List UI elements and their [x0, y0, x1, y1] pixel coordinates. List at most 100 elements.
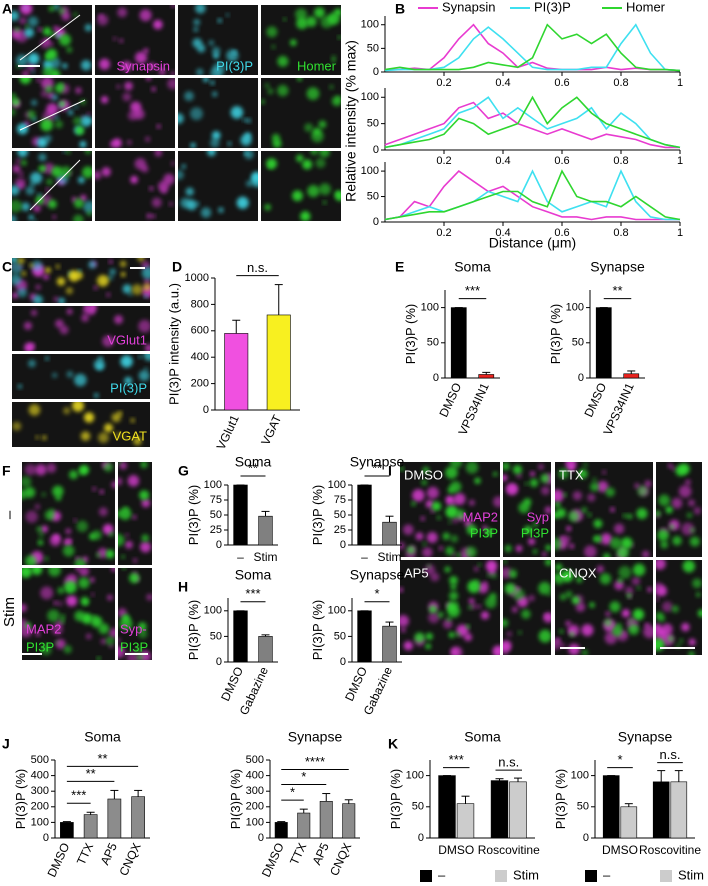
- significance-label: *: [290, 785, 295, 800]
- signal-spot: [272, 139, 282, 148]
- signal-spot: [455, 509, 466, 520]
- signal-spot: [60, 614, 66, 620]
- signal-spot: [65, 287, 73, 295]
- signal-spot: [54, 120, 63, 129]
- signal-spot: [277, 55, 289, 67]
- signal-spot: [597, 481, 609, 493]
- signal-spot: [63, 407, 71, 415]
- signal-spot: [583, 545, 597, 557]
- signal-spot: [555, 489, 564, 503]
- signal-spot: [75, 568, 81, 571]
- signal-spot: [617, 578, 623, 584]
- signal-spot: [22, 624, 33, 638]
- signal-spot: [93, 285, 98, 290]
- signal-spot: [87, 112, 91, 116]
- signal-spot: [143, 354, 150, 361]
- signal-spot: [322, 200, 327, 205]
- line-scan: [19, 14, 81, 61]
- signal-spot: [19, 5, 33, 15]
- y-tick-label: 200: [31, 801, 49, 813]
- signal-spot: [108, 531, 114, 537]
- signal-spot: [56, 277, 66, 286]
- significance-label: **: [372, 460, 382, 475]
- signal-spot: [245, 180, 253, 187]
- signal-spot: [521, 609, 531, 619]
- signal-spot: [171, 5, 175, 8]
- signal-spot: [156, 124, 161, 129]
- x-tick-label: DMSO: [45, 841, 73, 880]
- bar: [258, 636, 273, 663]
- signal-spot: [85, 117, 92, 124]
- signal-spot: [506, 631, 512, 637]
- signal-spot: [512, 464, 523, 475]
- signal-spot: [28, 214, 34, 221]
- signal-spot: [568, 643, 580, 655]
- signal-spot: [46, 178, 53, 186]
- signal-spot: [139, 490, 150, 501]
- signal-spot: [92, 487, 97, 491]
- signal-spot: [559, 629, 564, 634]
- intensity-line: [384, 95, 681, 149]
- signal-spot: [146, 213, 152, 219]
- signal-spot: [36, 526, 43, 533]
- signal-spot: [212, 91, 218, 97]
- signal-spot: [621, 609, 631, 618]
- signal-spot: [599, 573, 612, 585]
- signal-spot: [331, 96, 341, 107]
- x-tick-label: 0.4: [495, 77, 510, 89]
- signal-spot: [144, 344, 150, 351]
- signal-spot: [456, 552, 462, 557]
- bar: [595, 307, 612, 379]
- signal-spot: [569, 631, 575, 637]
- signal-spot: [47, 199, 57, 209]
- signal-spot: [141, 534, 150, 543]
- signal-spot: [12, 214, 17, 221]
- signal-spot: [544, 614, 549, 618]
- signal-spot: [40, 586, 54, 600]
- signal-spot: [428, 611, 440, 624]
- signal-spot: [20, 159, 27, 166]
- legend-swatch: [660, 870, 672, 882]
- signal-spot: [45, 85, 53, 93]
- signal-spot: [27, 16, 39, 27]
- signal-spot: [541, 486, 550, 496]
- y-tick-label: 800: [191, 298, 209, 310]
- image-label: PI(3)P: [110, 380, 147, 395]
- signal-spot: [465, 624, 470, 629]
- signal-spot: [477, 563, 482, 567]
- signal-spot: [251, 174, 258, 188]
- signal-spot: [109, 628, 115, 639]
- signal-spot: [60, 166, 72, 178]
- y-tick-label: 100: [566, 302, 584, 314]
- signal-spot: [137, 258, 145, 262]
- signal-spot: [581, 507, 588, 514]
- y-tick-label: 0: [373, 66, 379, 78]
- signal-spot: [30, 99, 38, 106]
- signal-spot: [79, 464, 90, 475]
- x-tick-label: 0.2: [436, 77, 451, 89]
- signal-spot: [615, 622, 622, 629]
- intensity-line: [384, 101, 680, 149]
- x-tick-label: 0.2: [436, 155, 451, 167]
- signal-spot: [678, 485, 692, 498]
- signal-spot: [613, 523, 625, 534]
- signal-spot: [429, 605, 438, 614]
- image-label: DMSO: [404, 467, 443, 482]
- y-axis-label: PI(3)P (%): [553, 769, 568, 829]
- signal-spot: [54, 115, 59, 120]
- signal-spot: [209, 138, 220, 148]
- signal-spot: [40, 644, 52, 656]
- signal-spot: [67, 109, 74, 116]
- signal-spot: [120, 355, 133, 368]
- y-tick-label: 100: [204, 605, 222, 617]
- signal-spot: [50, 69, 61, 75]
- signal-spot: [118, 507, 132, 520]
- signal-spot: [105, 549, 115, 559]
- y-tick-label: 50: [367, 190, 379, 202]
- significance-label: *: [617, 752, 622, 767]
- y-tick-label: 400: [246, 770, 264, 782]
- signal-spot: [605, 487, 615, 497]
- signal-spot: [473, 566, 479, 572]
- signal-spot: [116, 84, 121, 89]
- signal-spot: [656, 597, 660, 602]
